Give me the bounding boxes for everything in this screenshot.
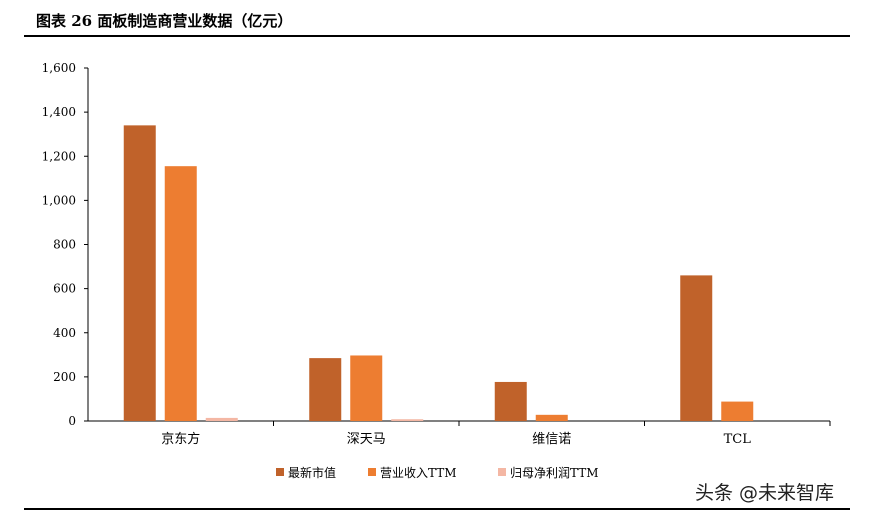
legend-label: 营业收入TTM <box>380 466 457 480</box>
y-tick-label: 400 <box>53 326 76 340</box>
bar <box>205 417 238 421</box>
y-tick-label: 800 <box>53 238 76 252</box>
x-tick-label: TCL <box>724 432 752 447</box>
bar <box>721 401 754 421</box>
y-tick-label: 200 <box>53 370 76 384</box>
legend-label: 归母净利润TTM <box>510 466 599 480</box>
legend-swatch <box>368 468 376 476</box>
title-divider <box>24 35 850 37</box>
figure-title: 图表 26 面板制造商营业数据（亿元） <box>36 12 293 30</box>
bar <box>494 381 527 421</box>
legend-label: 最新市值 <box>288 465 336 480</box>
y-tick-label: 600 <box>53 282 76 296</box>
bar <box>164 166 197 421</box>
bar <box>535 414 568 421</box>
x-tick-label: 维信诺 <box>532 432 571 447</box>
y-tick-label: 1,000 <box>42 193 76 207</box>
bar <box>123 125 156 422</box>
y-tick-label: 1,400 <box>42 105 76 119</box>
chart-bars <box>123 125 754 422</box>
bar <box>680 275 713 421</box>
chart-legend: 最新市值 营业收入TTM 归母净利润TTM <box>276 465 599 480</box>
legend-swatch <box>498 468 506 476</box>
bottom-divider <box>24 508 850 510</box>
bar <box>391 419 424 421</box>
bar <box>309 358 342 421</box>
x-tick-label: 深天马 <box>347 432 386 447</box>
x-tick-label: 京东方 <box>161 431 200 447</box>
y-tick-label: 1,200 <box>42 149 76 163</box>
y-tick-label: 1,600 <box>42 61 76 75</box>
legend-swatch <box>276 468 284 476</box>
y-tick-label: 0 <box>68 414 76 428</box>
bar <box>350 355 383 421</box>
watermark: 头条 @未来智库 <box>695 482 835 504</box>
chart-axes: 0 200 400 600 800 1,000 1,200 1,400 1,600 京东方 深天马 维… <box>42 61 831 447</box>
